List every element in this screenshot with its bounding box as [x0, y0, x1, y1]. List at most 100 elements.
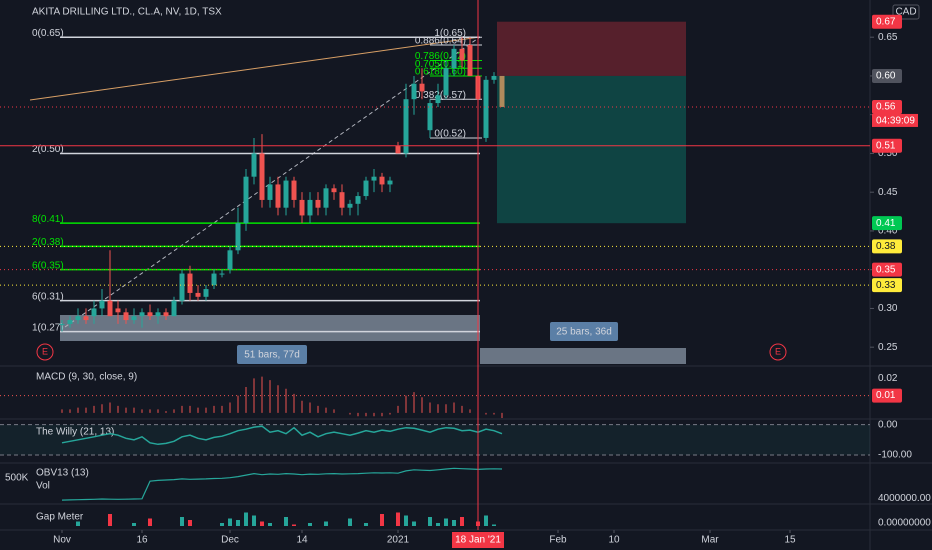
measure-label: 51 bars, 77d — [244, 350, 300, 361]
y-tick-label: 0.50 — [878, 148, 898, 159]
gap-bar — [284, 517, 288, 526]
event-icon[interactable] — [36, 343, 54, 361]
candle-body — [67, 320, 73, 324]
fib-label: 0.886(0.64) — [415, 36, 466, 47]
level-label: 2(0.38) — [32, 237, 64, 248]
gap-bar — [148, 518, 152, 526]
countdown-box — [872, 113, 918, 127]
fib-label: 0.618(0.60) — [415, 67, 466, 78]
event-icon[interactable] — [769, 343, 787, 361]
candle-body — [251, 153, 257, 177]
candle-body — [395, 145, 401, 154]
position-stop-zone — [497, 21, 686, 76]
cursor-label-box — [452, 532, 504, 548]
candle-body — [139, 312, 145, 317]
candle-body — [219, 273, 225, 275]
price-label-box — [872, 99, 902, 114]
candle-body — [411, 83, 417, 100]
candle-body — [147, 312, 153, 317]
price-label-box — [872, 138, 902, 153]
indicator-label: MACD (9, 30, close, 9) — [36, 372, 137, 383]
gap-bar — [260, 521, 264, 526]
candle-body — [427, 103, 433, 131]
willy-line — [61, 425, 503, 446]
obv-line — [61, 467, 503, 501]
currency: CAD — [895, 7, 916, 18]
event-icon-text: E — [775, 346, 781, 356]
price-label: 0.60 — [876, 71, 896, 82]
countdown: 04:39:09 — [876, 116, 915, 127]
measure-label: 25 bars, 36d — [556, 327, 612, 338]
candle-body — [123, 312, 129, 321]
date-range-box — [480, 348, 686, 364]
price-label: 0.67 — [876, 16, 896, 27]
x-tick-label: Nov — [53, 535, 71, 546]
indicator-label: Gap Meter — [36, 512, 84, 523]
candle-body — [419, 83, 425, 92]
event-icon-text: E — [42, 346, 48, 356]
gap-bar — [220, 523, 224, 526]
candle-body — [355, 196, 361, 204]
gap-bar — [452, 520, 456, 526]
y-tick-label: 0.00000000 — [878, 518, 931, 529]
candle-body — [195, 292, 201, 297]
x-tick-label: 2021 — [387, 535, 410, 546]
candle-body — [307, 199, 313, 216]
candle-body — [491, 75, 497, 80]
candle-body — [163, 312, 169, 317]
indicator-label: OBV13 (13) — [36, 468, 89, 479]
y-tick-label: 0.02 — [878, 373, 898, 384]
candle-body — [267, 184, 273, 200]
x-tick-label: 14 — [296, 535, 308, 546]
candle-body — [59, 323, 65, 325]
gap-bar — [268, 523, 272, 526]
candle-body — [435, 95, 441, 104]
cursor-label: 18 Jan '21 — [455, 535, 501, 546]
gap-bar — [108, 514, 112, 526]
candle-body — [347, 203, 353, 208]
x-tick-label: Feb — [549, 535, 567, 546]
candle-body — [299, 199, 305, 216]
gap-bar — [380, 514, 384, 526]
gap-bar — [188, 520, 192, 526]
fib-label: 0(0.52) — [434, 129, 466, 140]
x-tick-label: Dec — [221, 535, 239, 546]
y-tick-label: 0.45 — [878, 187, 898, 198]
candle-body — [315, 199, 321, 208]
x-tick-label: 16 — [136, 535, 148, 546]
price-label-box — [872, 14, 902, 29]
indicator-label: Vol — [36, 481, 50, 492]
gap-bar — [460, 517, 464, 526]
candle-body — [331, 188, 337, 193]
measure-box — [237, 345, 307, 364]
price-label-box — [872, 239, 902, 254]
candle-body — [275, 184, 281, 208]
y-tick-label: 0.25 — [878, 342, 898, 353]
gap-bar — [180, 517, 184, 526]
date-range-box — [60, 315, 480, 341]
chart-title: AKITA DRILLING LTD., CL.A, NV, 1D, TSX — [32, 7, 222, 18]
level-label: 2(0.50) — [32, 144, 64, 155]
candle-body — [459, 48, 465, 61]
trend-line — [29, 36, 481, 101]
candle-body — [283, 180, 289, 208]
x-tick-label: Mar — [701, 535, 719, 546]
level-label: 6(0.31) — [32, 291, 64, 302]
gap-bar — [484, 515, 488, 526]
candle-body — [499, 75, 505, 107]
gap-bar — [348, 518, 352, 526]
level-label: 6(0.35) — [32, 260, 64, 271]
candle-body — [243, 176, 249, 224]
gap-bar — [364, 523, 368, 526]
position-target-zone — [497, 75, 686, 224]
candle-body — [203, 289, 209, 297]
currency-box[interactable] — [892, 4, 920, 20]
level-label: 1(0.27) — [32, 322, 64, 333]
indicator-label: The Willy (21, 13) — [36, 427, 114, 438]
y-tick-label: -100.00 — [878, 450, 912, 461]
candle-body — [83, 316, 89, 321]
price-label-box — [872, 388, 902, 403]
fib-label: 0.705(0.61) — [415, 59, 466, 70]
